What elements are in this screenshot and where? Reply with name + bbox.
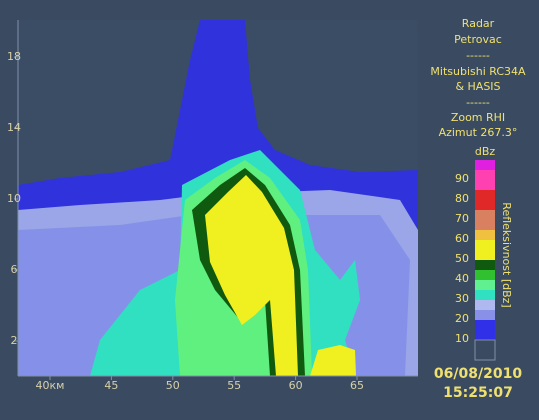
color-band	[475, 300, 495, 310]
panel-line: Petrovac	[454, 33, 502, 46]
y-tick-label: 14	[7, 121, 21, 134]
color-band	[475, 240, 495, 260]
panel-line: & HASIS	[455, 80, 500, 93]
colorbar-label: 10	[455, 332, 469, 345]
colorbar-label: 80	[455, 192, 469, 205]
panel-line: Zoom RHI	[451, 111, 505, 124]
x-tick-label: 45	[104, 379, 118, 392]
colorbar-label: 40	[455, 272, 469, 285]
color-band	[474, 339, 496, 361]
colorbar: 90 80 70 60 50 40 30 20 10	[455, 160, 496, 361]
radar-image	[18, 20, 418, 376]
colorbar-label: 20	[455, 312, 469, 325]
x-tick-label: 40км	[36, 379, 65, 392]
echo-yellow	[205, 175, 298, 376]
x-tick-label: 50	[166, 379, 180, 392]
x-tick-label: 60	[289, 379, 303, 392]
y-tick-label: 18	[7, 50, 21, 63]
colorbar-label: 60	[455, 232, 469, 245]
y-tick-label: 6	[11, 263, 18, 276]
color-band	[475, 230, 495, 240]
colorbar-title: Refleksivnost [dBz]	[500, 202, 513, 307]
color-band	[475, 270, 495, 280]
colorbar-label: 90	[455, 172, 469, 185]
color-band	[475, 160, 495, 170]
x-tick-label: 65	[350, 379, 364, 392]
echo-yellow-small	[310, 345, 356, 376]
ticks: 40км 45 50 55 60 65 18 14 10 6 2	[7, 50, 364, 392]
colorbar-unit: dBz	[475, 145, 496, 158]
panel-line: ------	[466, 49, 490, 62]
color-band	[475, 310, 495, 320]
panel-line: Radar	[462, 17, 495, 30]
color-band	[475, 190, 495, 210]
time: 15:25:07	[443, 385, 513, 401]
date: 06/08/2010	[434, 366, 522, 382]
color-band	[475, 280, 495, 290]
panel-line: Mitsubishi RC34A	[430, 65, 526, 78]
y-tick-label: 10	[7, 192, 21, 205]
x-tick-label: 55	[227, 379, 241, 392]
panel-line: Azimut 267.3°	[439, 126, 518, 139]
colorbar-label: 50	[455, 252, 469, 265]
info-panel: Radar Petrovac ------ Mitsubishi RC34A & HAS…	[430, 17, 526, 139]
y-tick-label: 2	[11, 334, 18, 347]
color-band	[475, 260, 495, 270]
color-band	[475, 320, 495, 340]
colorbar-label: 30	[455, 292, 469, 305]
colorbar-label: 70	[455, 212, 469, 225]
color-band	[475, 290, 495, 300]
color-band	[475, 170, 495, 190]
color-band	[475, 210, 495, 230]
panel-line: ------	[466, 96, 490, 109]
